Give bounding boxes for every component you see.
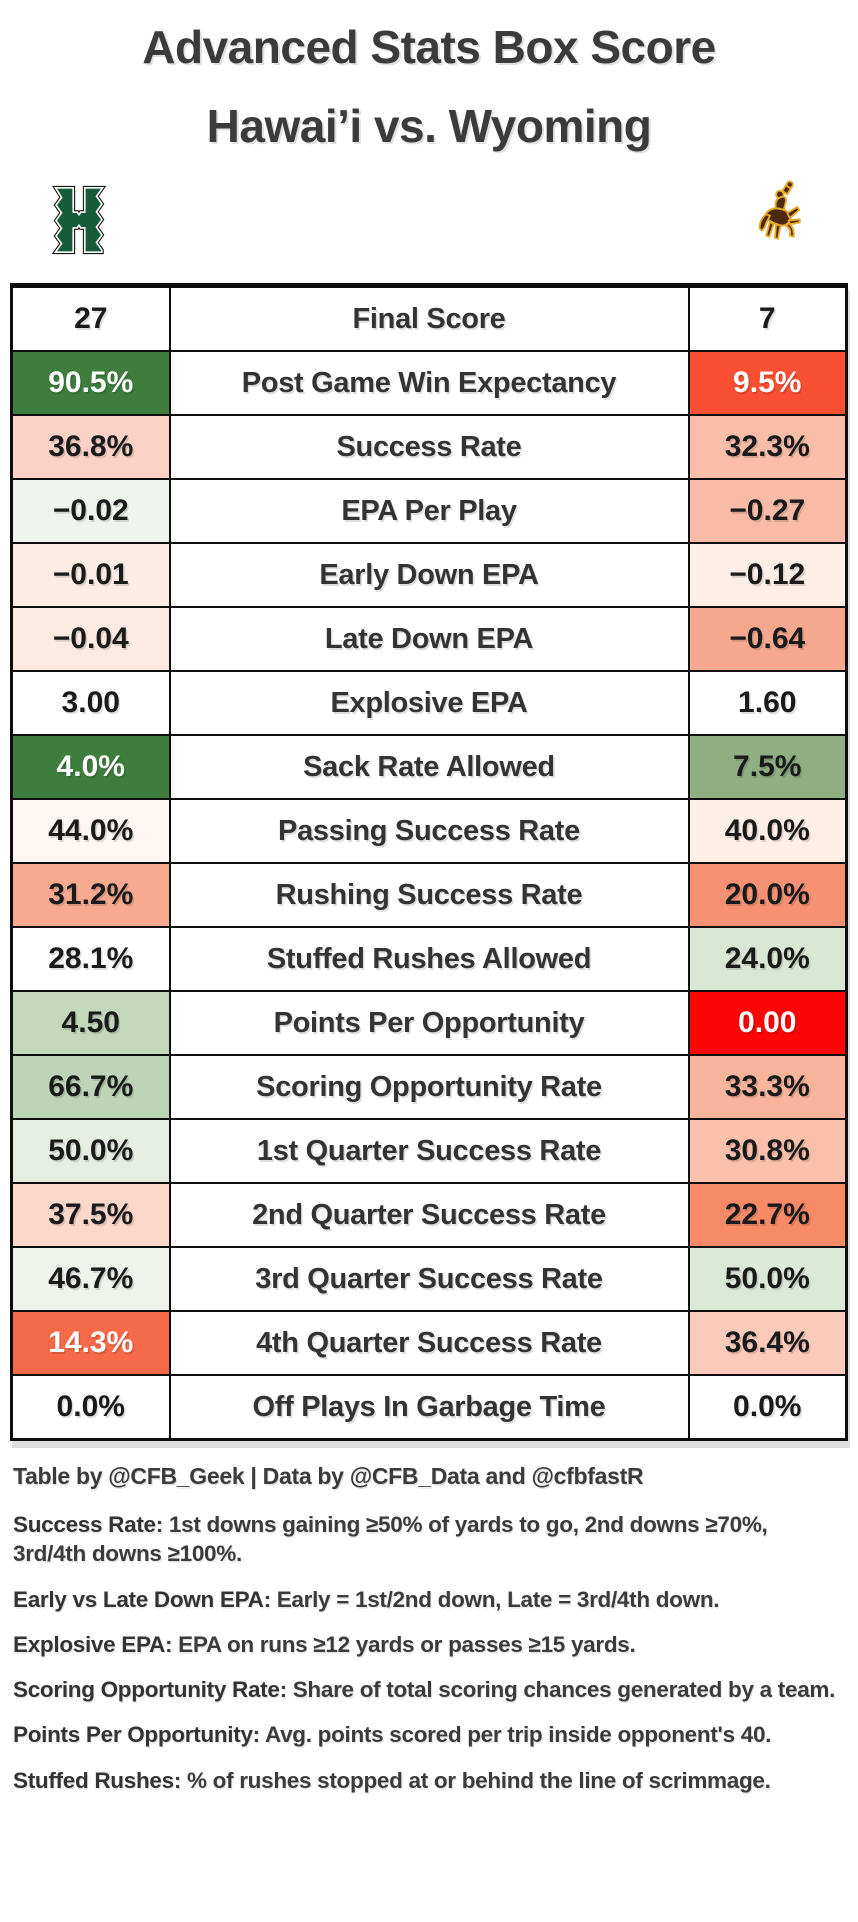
hawaii-value-cell: 3.00 (10, 670, 171, 736)
stat-note-term: Points Per Opportunity (13, 1722, 253, 1748)
wyoming-value-cell: 30.8% (687, 1118, 848, 1184)
hawaii-value-cell: 66.7% (10, 1054, 171, 1120)
stat-label-cell: Passing Success Rate (168, 798, 690, 864)
stat-notes: Success Rate: 1st downs gaining ≥50% of … (13, 1510, 844, 1795)
team-logos-row (0, 171, 858, 257)
table-row: 66.7% Scoring Opportunity Rate 33.3% (10, 1054, 848, 1120)
hawaii-value-cell: 28.1% (10, 926, 171, 992)
hawaii-value-cell: 0.0% (10, 1374, 171, 1441)
wyoming-bucking-horse-icon (758, 180, 801, 240)
page-title: Advanced Stats Box Score Hawai’i vs. Wyo… (0, 24, 858, 149)
wyoming-value-cell: 0.0% (687, 1374, 848, 1441)
hawaii-value-cell: 46.7% (10, 1246, 171, 1312)
wyoming-value-cell: 40.0% (687, 798, 848, 864)
hawaii-value-cell: 14.3% (10, 1310, 171, 1376)
wyoming-value-cell: −0.27 (687, 478, 848, 544)
hawaii-value-cell: 37.5% (10, 1182, 171, 1248)
hawaii-value-cell: 50.0% (10, 1118, 171, 1184)
table-row: 14.3% 4th Quarter Success Rate 36.4% (10, 1310, 848, 1376)
stat-label-cell: Early Down EPA (168, 542, 690, 608)
stat-label-cell: Scoring Opportunity Rate (168, 1054, 690, 1120)
stat-label-cell: Post Game Win Expectancy (168, 350, 690, 416)
table-row: 37.5% 2nd Quarter Success Rate 22.7% (10, 1182, 848, 1248)
stat-note: Explosive EPA: EPA on runs ≥12 yards or … (13, 1631, 636, 1657)
wyoming-value-cell: 33.3% (687, 1054, 848, 1120)
wyoming-value-cell: 24.0% (687, 926, 848, 992)
wyoming-value-cell: −0.12 (687, 542, 848, 608)
table-row: 4.0% Sack Rate Allowed 7.5% (10, 734, 848, 800)
table-row: −0.02 EPA Per Play −0.27 (10, 478, 848, 544)
table-row: −0.04 Late Down EPA −0.64 (10, 606, 848, 672)
wyoming-value-cell: 32.3% (687, 414, 848, 480)
wyoming-value-cell: 7 (687, 284, 848, 352)
stats-table-body: 27 Final Score 7 90.5% Post Game Win Expecta… (10, 284, 848, 1441)
stat-note: Success Rate: 1st downs gaining ≥50% of … (13, 1512, 768, 1567)
stat-label-cell: Sack Rate Allowed (168, 734, 690, 800)
wyoming-value-cell: 1.60 (687, 670, 848, 736)
wyoming-value-cell: 22.7% (687, 1182, 848, 1248)
stat-label-cell: Success Rate (168, 414, 690, 480)
wyoming-value-cell: 7.5% (687, 734, 848, 800)
stat-label-cell: Points Per Opportunity (168, 990, 690, 1056)
stat-label-cell: 2nd Quarter Success Rate (168, 1182, 690, 1248)
hawaii-value-cell: −0.01 (10, 542, 171, 608)
stat-note-term: Early vs Late Down EPA (13, 1586, 264, 1612)
wyoming-value-cell: 36.4% (687, 1310, 848, 1376)
stat-label-cell: Explosive EPA (168, 670, 690, 736)
stat-note: Scoring Opportunity Rate: Share of total… (13, 1677, 836, 1702)
stat-note-term: Stuffed Rushes (13, 1767, 174, 1793)
stat-label-cell: Stuffed Rushes Allowed (168, 926, 690, 992)
stat-note: Stuffed Rushes: % of rushes stopped at o… (13, 1767, 771, 1793)
box-score-infographic: Advanced Stats Box Score Hawai’i vs. Wyo… (0, 24, 858, 1922)
stat-label-cell: 4th Quarter Success Rate (168, 1310, 690, 1376)
title-line-2: Hawai’i vs. Wyoming (206, 100, 652, 152)
hawaii-value-cell: 90.5% (10, 350, 171, 416)
stat-label-cell: Rushing Success Rate (168, 862, 690, 928)
hawaii-value-cell: 4.0% (10, 734, 171, 800)
wyoming-value-cell: 50.0% (687, 1246, 848, 1312)
hawaii-value-cell: 36.8% (10, 414, 171, 480)
wyoming-value-cell: 9.5% (687, 350, 848, 416)
hawaii-value-cell: 44.0% (10, 798, 171, 864)
table-row: 50.0% 1st Quarter Success Rate 30.8% (10, 1118, 848, 1184)
hawaii-logo-icon (51, 185, 107, 255)
table-row: 31.2% Rushing Success Rate 20.0% (10, 862, 848, 928)
stat-label-cell: EPA Per Play (168, 478, 690, 544)
table-row: 36.8% Success Rate 32.3% (10, 414, 848, 480)
hawaii-value-cell: −0.02 (10, 478, 171, 544)
stat-label-cell: Off Plays In Garbage Time (168, 1374, 690, 1441)
wyoming-value-cell: 0.00 (687, 990, 848, 1056)
title-line-1: Advanced Stats Box Score (142, 21, 716, 73)
hawaii-value-cell: 27 (10, 284, 171, 352)
stat-note-term: Success Rate (13, 1512, 156, 1537)
table-row: 28.1% Stuffed Rushes Allowed 24.0% (10, 926, 848, 992)
hawaii-value-cell: 31.2% (10, 862, 171, 928)
table-row: 0.0% Off Plays In Garbage Time 0.0% (10, 1374, 848, 1441)
table-row: 90.5% Post Game Win Expectancy 9.5% (10, 350, 848, 416)
table-row: 27 Final Score 7 (10, 284, 848, 352)
stat-note: Early vs Late Down EPA: Early = 1st/2nd … (13, 1586, 720, 1612)
table-row: 4.50 Points Per Opportunity 0.00 (10, 990, 848, 1056)
credit-line: Table by @CFB_Geek | Data by @CFB_Data a… (13, 1463, 644, 1489)
wyoming-value-cell: 20.0% (687, 862, 848, 928)
stat-note-term: Explosive EPA (13, 1631, 165, 1657)
hawaii-value-cell: −0.04 (10, 606, 171, 672)
hawaii-value-cell: 4.50 (10, 990, 171, 1056)
stat-label-cell: 3rd Quarter Success Rate (168, 1246, 690, 1312)
table-row: 3.00 Explosive EPA 1.60 (10, 670, 848, 736)
stat-note: Points Per Opportunity: Avg. points scor… (13, 1722, 772, 1748)
table-row: 44.0% Passing Success Rate 40.0% (10, 798, 848, 864)
stat-note-term: Scoring Opportunity Rate (13, 1677, 280, 1702)
stat-label-cell: 1st Quarter Success Rate (168, 1118, 690, 1184)
stat-label-cell: Late Down EPA (168, 606, 690, 672)
table-row: 46.7% 3rd Quarter Success Rate 50.0% (10, 1246, 848, 1312)
stat-label-cell: Final Score (168, 284, 690, 352)
table-row: −0.01 Early Down EPA −0.12 (10, 542, 848, 608)
wyoming-value-cell: −0.64 (687, 606, 848, 672)
stats-table: 27 Final Score 7 90.5% Post Game Win Expecta… (10, 283, 848, 1441)
